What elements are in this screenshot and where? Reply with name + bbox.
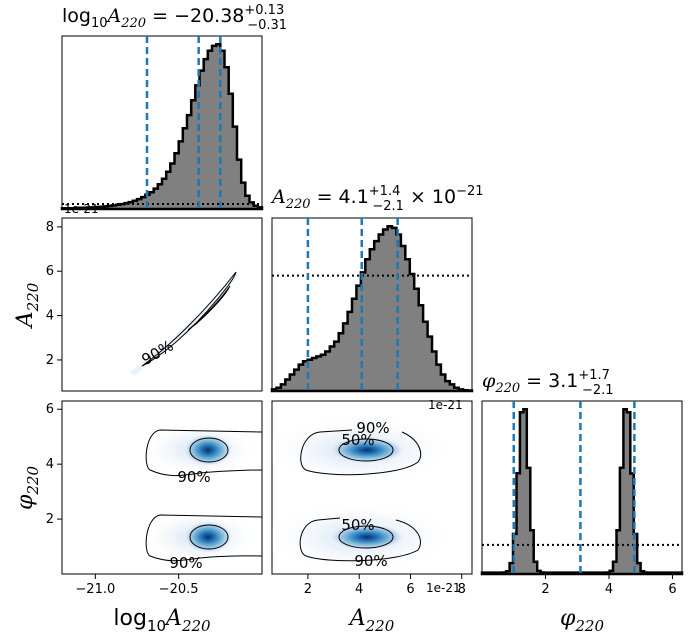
- offset-text-hist1: 1e-21: [428, 398, 463, 412]
- xlabel-log10A220: log10A220: [113, 606, 211, 635]
- contour-label: 90%: [354, 552, 387, 570]
- contour-50-lower: [189, 524, 229, 550]
- x-tick-label: 6: [406, 582, 414, 597]
- y-tick-label: 4: [46, 457, 54, 472]
- density-A220-log10A220: 90%: [130, 271, 238, 376]
- density-phi220-log10A220: 90% 90%: [140, 422, 262, 572]
- y-tick-label: 4: [46, 309, 54, 324]
- density-phi220-A220: 90% 50% 50% 90%: [272, 415, 455, 572]
- histogram-bars: [270, 224, 474, 393]
- offset-text-hist0: 1e-21: [64, 202, 99, 216]
- contour-label: 50%: [341, 431, 374, 449]
- x-tick-label: 8: [458, 582, 466, 597]
- histogram-log10A220: [60, 36, 264, 211]
- contour-label: 50%: [341, 516, 374, 534]
- contour-label: 90%: [356, 419, 389, 437]
- x-tick-label: 4: [605, 582, 613, 597]
- ylabel-phi220: φ220: [13, 466, 42, 510]
- contour-90-lower: [299, 517, 421, 562]
- contour-90-A220: [141, 271, 237, 367]
- histogram-A220: [270, 218, 474, 393]
- contour-label: 90%: [177, 468, 210, 486]
- y-tick-label: 6: [46, 402, 54, 417]
- offset-text-xaxis: 1e-21: [426, 581, 461, 595]
- histogram-phi220: [480, 401, 684, 576]
- contour-label: 90%: [169, 554, 202, 572]
- axis-ticks: −21.0 −20.5 2 4 6 8 2 4 6 2 4 6 8 2 4 6: [46, 220, 677, 597]
- y-tick-label: 6: [46, 264, 54, 279]
- ylabel-A220: A220: [13, 282, 42, 329]
- title-phi220: φ220 = 3.1+1.7 −2.1: [482, 368, 614, 398]
- contour-50-lower: [338, 525, 394, 549]
- y-tick-label: 8: [46, 220, 54, 235]
- panel-2d-phi220-log10A220: [61, 400, 263, 575]
- contour-50-A220: [187, 285, 231, 331]
- panel-2d-A220-log10A220: [61, 217, 263, 392]
- xlabel-A220: A220: [348, 606, 395, 635]
- contour-90-upper: [145, 429, 262, 477]
- xlabel-phi220: φ220: [560, 606, 604, 635]
- title-A220: A220 = 4.1+1.4 −2.1 × 10−21: [270, 184, 484, 214]
- x-tick-label: 4: [355, 582, 363, 597]
- contour-90-lower: [145, 514, 262, 562]
- histogram-bars: [60, 42, 264, 211]
- contour-50-upper: [189, 437, 229, 463]
- x-tick-label: −20.5: [159, 582, 199, 597]
- x-tick-label: 2: [304, 582, 312, 597]
- y-tick-label: 2: [46, 353, 54, 368]
- histogram-bars: [480, 407, 684, 576]
- y-tick-label: 2: [46, 512, 54, 527]
- panel-2d-phi220-A220: [271, 400, 473, 575]
- title-log10A220: log10A220 = −20.38+0.13 −0.31: [62, 3, 287, 33]
- contour-50-upper: [338, 438, 394, 462]
- x-tick-label: −21.0: [75, 582, 115, 597]
- contour-90-upper: [300, 429, 422, 476]
- x-tick-label: 6: [668, 582, 676, 597]
- x-tick-label: 2: [541, 582, 549, 597]
